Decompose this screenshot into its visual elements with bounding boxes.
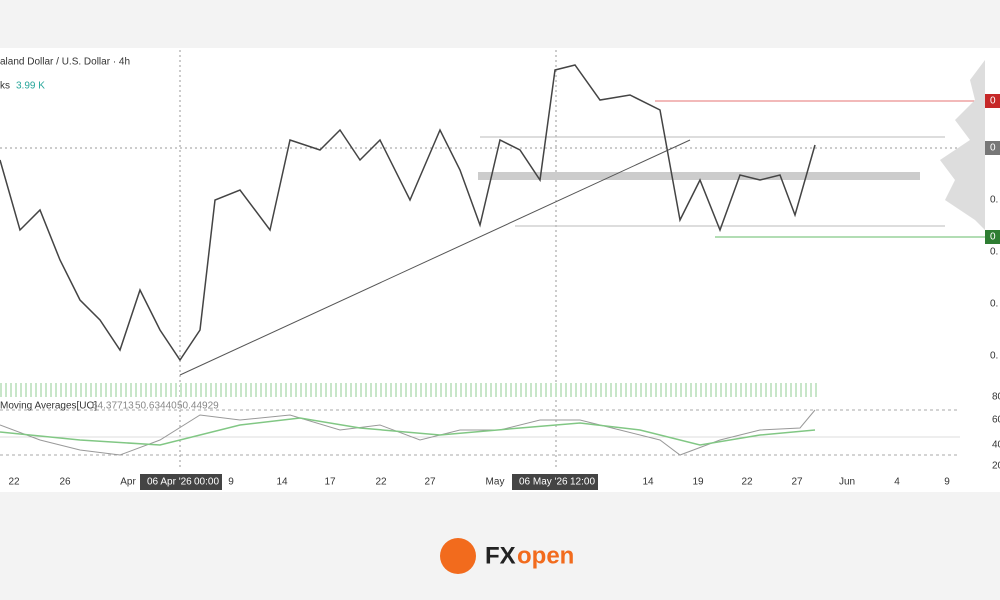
crosshair-date: 06 Apr '26 bbox=[147, 477, 192, 488]
time-label: 27 bbox=[424, 477, 436, 488]
crosshair-tag bbox=[140, 474, 222, 490]
price-label: 0 bbox=[990, 96, 996, 107]
time-label: 27 bbox=[791, 477, 803, 488]
time-label: 9 bbox=[944, 477, 950, 488]
price-label: 0. bbox=[990, 195, 998, 206]
time-label: Apr bbox=[120, 477, 136, 488]
trend-line bbox=[179, 139, 691, 376]
time-label: 22 bbox=[741, 477, 753, 488]
price-label: 0 bbox=[990, 232, 996, 243]
time-label: 19 bbox=[692, 477, 704, 488]
logo-icon bbox=[440, 538, 476, 574]
price-label: 0. bbox=[990, 351, 998, 362]
time-label: Jun bbox=[839, 477, 855, 488]
time-label: 14 bbox=[276, 477, 288, 488]
chart-panel bbox=[0, 48, 1000, 492]
price-tag bbox=[985, 94, 1000, 108]
price-tag bbox=[985, 230, 1000, 244]
time-label: May bbox=[486, 477, 505, 488]
price-tag bbox=[985, 141, 1000, 155]
time-axis: 22 26 Apr 9 14 17 22 27 May 14 19 22 27 Jun 4 9 bbox=[8, 477, 950, 488]
time-label: 17 bbox=[324, 477, 336, 488]
osc-axis-label: 60 bbox=[992, 415, 1000, 426]
price-label: 0 bbox=[990, 143, 996, 154]
volume-value: 3.99 K bbox=[16, 81, 45, 92]
osc-value: 50.63440 bbox=[135, 401, 177, 412]
crosshair-date: 06 May '26 bbox=[519, 477, 568, 488]
logo-open: open bbox=[517, 542, 574, 569]
price-label: 0. bbox=[990, 299, 998, 310]
crosshair-time: 00:00 bbox=[194, 477, 219, 488]
time-label: 4 bbox=[894, 477, 900, 488]
volume-profile bbox=[940, 60, 985, 230]
price-path bbox=[0, 64, 816, 362]
osc-axis-label: 20 bbox=[992, 461, 1000, 472]
osc-label: Moving Averages[UO] bbox=[0, 401, 97, 412]
price-label: 0. bbox=[990, 247, 998, 258]
time-label: 22 bbox=[8, 477, 20, 488]
title: aland Dollar / U.S. Dollar · 4h bbox=[0, 57, 130, 68]
crosshair-time: 12:00 bbox=[570, 477, 595, 488]
osc-ma bbox=[0, 417, 816, 446]
volume-label: ks bbox=[0, 81, 10, 92]
zone bbox=[478, 172, 920, 180]
time-label: 26 bbox=[59, 477, 71, 488]
logo-fx: FX bbox=[485, 542, 516, 569]
osc-axis-label: 40 bbox=[992, 440, 1000, 451]
time-label: 9 bbox=[228, 477, 234, 488]
time-label: 22 bbox=[375, 477, 387, 488]
osc-axis-label: 80 bbox=[992, 392, 1000, 403]
time-label: 14 bbox=[642, 477, 654, 488]
osc-value: 64.37713 bbox=[92, 401, 134, 412]
osc-value: 50.44929 bbox=[177, 401, 219, 412]
crosshair-tag bbox=[512, 474, 598, 490]
